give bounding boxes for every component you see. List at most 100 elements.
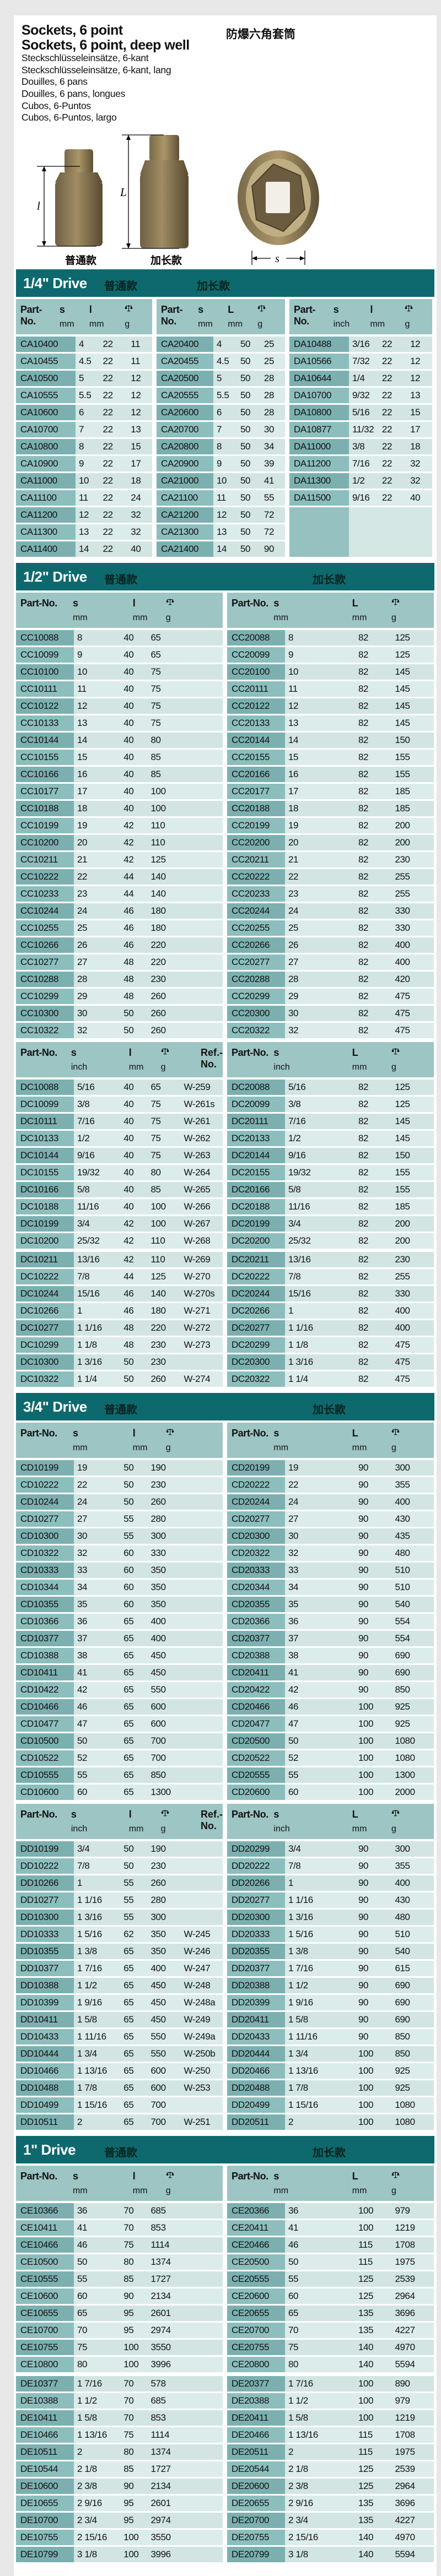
title-lines: Sockets, 6 point Sockets, 6 point, deep w… — [21, 23, 437, 124]
length-cell: 42 — [123, 1235, 134, 1246]
length-cell: 50 — [123, 1008, 134, 1019]
length-cell: 82 — [358, 786, 369, 797]
length-cell: 82 — [358, 1116, 369, 1127]
row-data: 19 50 190 — [74, 1460, 223, 1476]
length-cell: 46 — [123, 923, 134, 934]
column-label: l — [89, 304, 92, 316]
column-header: g — [401, 299, 432, 334]
table-row: CA11000 10 22 18 — [16, 473, 152, 489]
weight-cell: 475 — [395, 1025, 410, 1036]
size-cell: 24 — [77, 905, 88, 916]
unit-label: mm — [73, 1443, 88, 1453]
row-data: 7/16 82 145 — [285, 1114, 434, 1130]
size-cell: 30 — [288, 1008, 299, 1019]
table-row: CD10388 38 65 450 — [16, 1648, 223, 1664]
row-data: 33 90 510 — [285, 1563, 434, 1579]
size-cell: 1 3/16 — [288, 1912, 313, 1923]
length-cell: 60 — [123, 1599, 134, 1610]
row-data: 10 50 41 — [213, 473, 285, 489]
weight-cell: 185 — [395, 786, 410, 797]
size-cell: 1 7/16 — [77, 2378, 102, 2389]
column-header: s mm — [69, 2166, 130, 2201]
table-row: DA11300 1/2 22 32 — [289, 473, 432, 489]
table-row: CE20755 75 140 4970 — [227, 2340, 434, 2356]
row-data: 7/32 22 12 — [349, 354, 432, 370]
row-data: 17 82 185 — [285, 784, 434, 800]
part-number-cell: DD20411 — [227, 2012, 285, 2028]
weight-cell: 125 — [395, 649, 410, 660]
part-number-cell: CC10088 — [16, 630, 74, 646]
row-data: 1/4 22 12 — [349, 371, 432, 387]
length-cell: 100 — [358, 2395, 374, 2406]
part-number-cell: CD10555 — [16, 1767, 74, 1783]
row-data: 26 82 400 — [285, 937, 434, 953]
table-row: DE10511 2 80 1374 — [16, 2444, 223, 2460]
row-data: 1 1/2 65 450 W-248 — [74, 1978, 223, 1994]
part-number-cell: CD10322 — [16, 1545, 74, 1561]
size-cell: 1 — [288, 1305, 294, 1316]
unit-label: g — [165, 613, 171, 623]
ref-cell: W-261s — [184, 1099, 215, 1110]
table-row: DD10222 7/8 50 230 — [16, 1858, 223, 1874]
row-data: 37 65 400 — [74, 1631, 223, 1647]
part-number-cell: CD10411 — [16, 1665, 74, 1681]
row-data: 1 3/8 65 350 W-246 — [74, 1944, 223, 1960]
length-cell: 90 — [123, 2291, 134, 2302]
size-cell: 35 — [77, 1599, 88, 1610]
size-cell: 11/16 — [288, 1201, 310, 1212]
part-number-cell: DD10399 — [16, 1995, 74, 2011]
length-cell: 82 — [358, 854, 369, 865]
part-number-cell: CC20244 — [227, 903, 285, 919]
size-cell: 13 — [79, 527, 89, 538]
table-row: DC10099 3/8 40 75 W-261s — [16, 1097, 223, 1113]
part-number-cell: CE10800 — [16, 2357, 74, 2373]
table-row: CD10277 27 55 280 — [16, 1511, 223, 1527]
size-cell: 15/16 — [288, 1288, 311, 1299]
column-header: s inch — [68, 1042, 126, 1077]
column-header: l mm — [367, 299, 401, 334]
table-row: CC10099 9 40 65 — [16, 647, 223, 663]
row-data: 2 3/8 90 2134 — [74, 2479, 223, 2494]
table-row: CE20655 65 135 3696 — [227, 2306, 434, 2322]
size-cell: 25/32 — [77, 1235, 100, 1246]
table-row: CC10166 16 40 85 — [16, 767, 223, 783]
size-cell: 1 5/16 — [288, 1929, 313, 1940]
weight-cell: 1975 — [395, 2257, 415, 2268]
weight-cell: 155 — [395, 769, 410, 780]
part-number-cell: CD20477 — [227, 1716, 285, 1732]
length-cell: 82 — [358, 684, 369, 695]
length-cell: 90 — [358, 1997, 369, 2008]
size-cell: 19 — [77, 820, 88, 831]
length-cell: 40 — [123, 735, 134, 746]
row-data: 60 125 2964 — [285, 2288, 434, 2304]
weight-cell: 145 — [395, 1133, 410, 1144]
table-row: CC20177 17 82 185 — [227, 784, 434, 800]
part-number-cell: CC10244 — [16, 903, 74, 919]
size-cell: 8 — [77, 632, 83, 643]
table-row: DA10800 5/16 22 15 — [289, 405, 432, 421]
size-cell: 12 — [217, 509, 227, 520]
length-cell: 50 — [240, 424, 251, 435]
size-cell: 20 — [288, 837, 299, 848]
weight-cell: 2000 — [395, 1787, 415, 1798]
size-cell: 2 3/4 — [288, 2515, 308, 2526]
part-number-cell: CE20500 — [227, 2254, 285, 2270]
weight-cell: 400 — [150, 1633, 166, 1644]
column-header: s inch — [68, 1804, 126, 1839]
table-row: DD10466 1 13/16 65 600 W-250 — [16, 2063, 223, 2079]
size-cell: 18 — [288, 803, 299, 814]
part-number-cell: DA10700 — [289, 388, 349, 404]
weight-cell: 40 — [131, 544, 141, 555]
row-data: 65 95 2601 — [74, 2306, 223, 2322]
row-data: 25/32 42 110 W-268 — [74, 1233, 223, 1249]
weight-cell: 140 — [150, 871, 166, 882]
size-cell: 1 9/16 — [77, 1997, 102, 2008]
weight-cell: 700 — [150, 2100, 166, 2111]
weight-cell: 110 — [150, 837, 165, 848]
part-number-cell: DD20333 — [227, 1927, 285, 1943]
weight-cell: 2539 — [395, 2274, 415, 2285]
unit-label: g — [391, 1824, 396, 1834]
